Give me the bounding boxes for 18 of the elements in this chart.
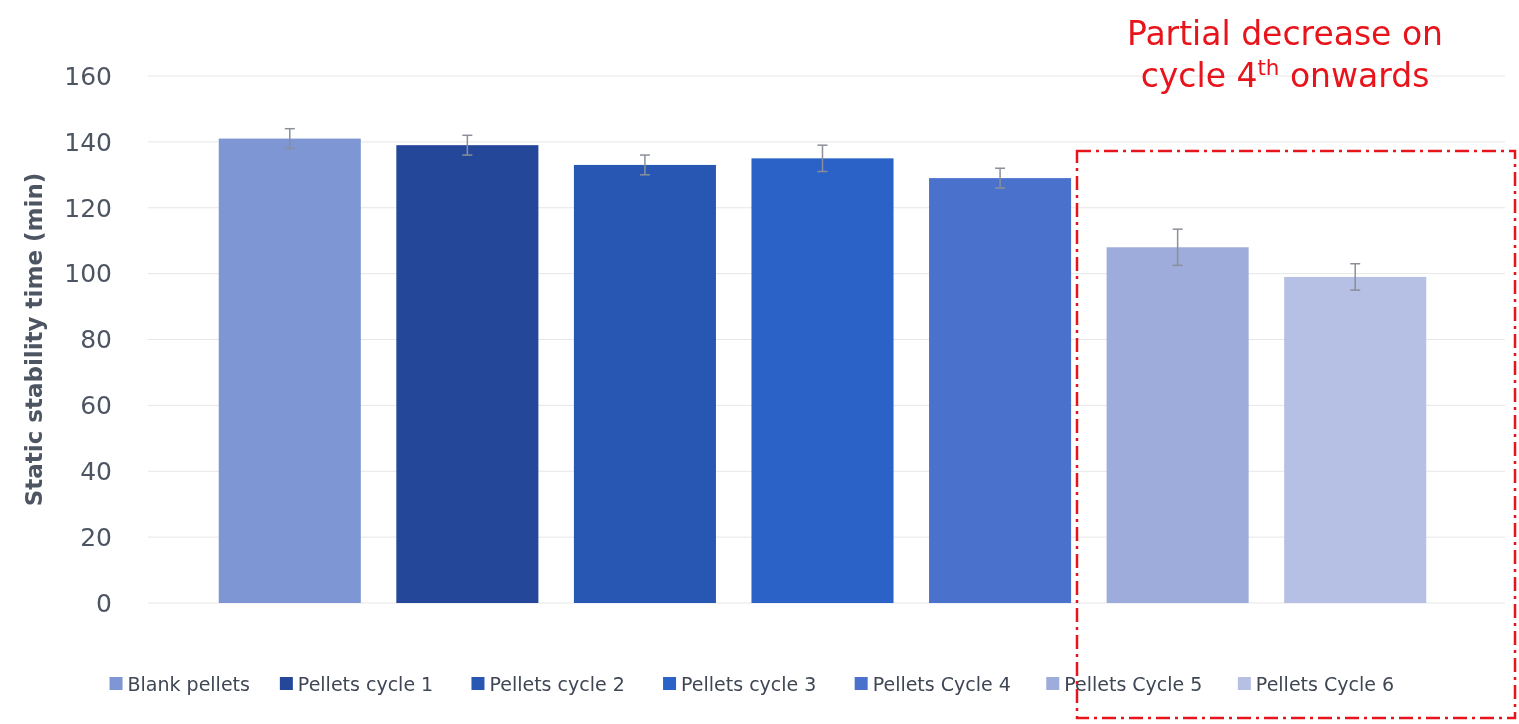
legend-label: Pellets Cycle 6 bbox=[1255, 672, 1395, 695]
y-tick-label: 0 bbox=[96, 588, 112, 618]
legend-label: Pellets cycle 3 bbox=[681, 672, 817, 695]
legend-label: Blank pellets bbox=[127, 672, 250, 695]
legend-label: Pellets cycle 1 bbox=[297, 672, 434, 695]
legend-label: Pellets Cycle 5 bbox=[1064, 672, 1203, 695]
y-tick-label: 40 bbox=[80, 457, 112, 486]
y-tick-label: 20 bbox=[80, 522, 112, 552]
y-tick-label: 120 bbox=[64, 193, 112, 223]
y-tick-label: 100 bbox=[64, 259, 112, 289]
y-tick-label: 60 bbox=[80, 391, 112, 421]
legend-label: Pellets Cycle 4 bbox=[872, 672, 1011, 695]
y-tick-label: 80 bbox=[80, 325, 112, 355]
annotation: Partial decrease on cycle 4$^{th}$ onwards bbox=[1126, 14, 1444, 95]
y-tick-label: 160 bbox=[64, 61, 112, 91]
y-axis-title: Static stability time (min) bbox=[21, 172, 47, 507]
legend-label: Pellets cycle 2 bbox=[489, 672, 625, 695]
y-tick-label: 140 bbox=[64, 127, 112, 157]
